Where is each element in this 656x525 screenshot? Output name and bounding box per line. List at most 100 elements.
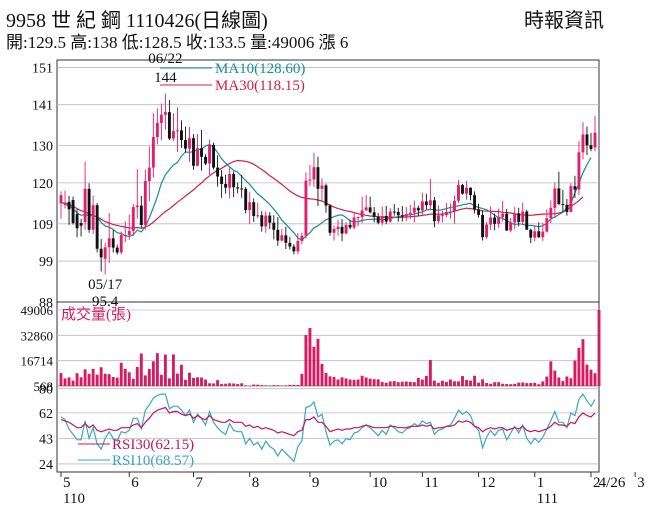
candle-body xyxy=(392,211,396,213)
rsi-tick-label: 43 xyxy=(39,432,53,447)
candle-body xyxy=(400,215,404,217)
volume-bar xyxy=(388,381,392,386)
volume-bar xyxy=(573,360,577,386)
candle-body xyxy=(477,209,481,215)
candle-body xyxy=(344,224,348,234)
volume-bar xyxy=(396,382,400,386)
volume-bar xyxy=(432,380,436,386)
volume-bar xyxy=(440,380,444,386)
high-date-label: 06/22 xyxy=(148,51,182,67)
candle-body xyxy=(561,204,565,206)
volume-bar xyxy=(416,377,420,386)
volume-bar xyxy=(71,380,75,386)
candle-body xyxy=(388,211,392,222)
volume-bar xyxy=(276,385,280,386)
rsi-tick-label: 80 xyxy=(39,383,53,398)
candle-body xyxy=(232,173,236,188)
candle-body xyxy=(449,211,452,213)
chart-title: 9958 世 紀 鋼 1110426(日線圖) xyxy=(6,10,268,32)
candle-body xyxy=(103,247,107,259)
candle-body xyxy=(127,230,131,235)
candle-body xyxy=(59,195,63,204)
candle-body xyxy=(163,112,167,115)
candle-body xyxy=(75,214,79,229)
candle-body xyxy=(180,130,183,141)
volume-bar xyxy=(436,382,440,386)
volume-bar xyxy=(224,383,228,386)
volume-bar xyxy=(272,385,276,386)
volume-bar xyxy=(481,379,485,386)
candle-body xyxy=(461,185,464,194)
candle-body xyxy=(264,215,268,227)
candle-body xyxy=(473,195,476,210)
candle-body xyxy=(304,180,308,236)
volume-bar xyxy=(404,381,408,386)
volume-bar xyxy=(376,379,380,386)
high-value-label: 144 xyxy=(154,70,177,86)
candle-body xyxy=(63,202,67,205)
candle-body xyxy=(220,176,224,184)
volume-bar xyxy=(236,384,240,386)
candle-body xyxy=(384,215,388,222)
rsi10-line xyxy=(60,393,596,463)
candle-body xyxy=(91,205,95,230)
volume-bar xyxy=(280,385,284,386)
candle-body xyxy=(268,215,272,223)
volume-bar xyxy=(240,383,244,386)
volume-tick-label: 49006 xyxy=(21,303,54,318)
price-tick-label: 109 xyxy=(32,218,53,233)
volume-bar xyxy=(204,379,207,386)
candle-body xyxy=(380,215,384,223)
candle-body xyxy=(167,112,171,139)
volume-bar xyxy=(477,382,481,386)
volume-bar xyxy=(549,361,553,386)
volume-bar xyxy=(192,377,195,386)
candle-body xyxy=(336,226,340,230)
volume-bar xyxy=(244,385,248,386)
candle-body xyxy=(228,173,232,188)
volume-bar xyxy=(143,375,147,386)
price-tick-label: 99 xyxy=(39,255,53,270)
x-tick-label: 10 xyxy=(372,475,387,491)
candle-body xyxy=(171,131,175,139)
volume-tick-label: 16714 xyxy=(21,354,54,369)
candle-body xyxy=(364,207,368,211)
candle-body xyxy=(123,234,127,236)
volume-bar xyxy=(505,384,509,386)
volume-bar xyxy=(561,381,565,386)
volume-bar xyxy=(533,382,537,386)
volume-bar xyxy=(352,379,356,386)
candle-body xyxy=(216,167,220,177)
volume-bar xyxy=(517,382,521,386)
volume-bar xyxy=(400,381,404,386)
candle-body xyxy=(240,188,244,190)
volume-bar xyxy=(577,347,581,386)
candle-body xyxy=(469,187,472,196)
volume-bar xyxy=(336,379,340,386)
volume-bar xyxy=(324,372,328,386)
volume-bar xyxy=(537,384,541,386)
volume-bar xyxy=(252,384,256,386)
volume-bar xyxy=(59,373,63,386)
volume-bar xyxy=(63,378,67,386)
volume-bar xyxy=(461,376,464,386)
volume-bar xyxy=(296,385,300,386)
candle-body xyxy=(485,224,489,238)
candle-body xyxy=(324,185,328,206)
x-tick-label: 2 xyxy=(593,475,601,491)
price-tick-label: 130 xyxy=(32,140,53,155)
candle-body xyxy=(71,199,75,224)
volume-bar xyxy=(312,346,316,386)
volume-bar xyxy=(147,369,151,386)
volume-bar xyxy=(356,379,360,386)
x-year-label: 111 xyxy=(537,491,558,507)
x-tick-label: 11 xyxy=(424,475,438,491)
candle-body xyxy=(119,234,123,253)
candle-body xyxy=(412,207,416,213)
volume-bar xyxy=(139,353,143,386)
volume-bar xyxy=(196,377,199,386)
price-tick-label: 151 xyxy=(32,61,53,76)
volume-bar xyxy=(593,373,597,386)
volume-bar xyxy=(553,370,557,386)
x-year-label: 110 xyxy=(63,491,85,507)
